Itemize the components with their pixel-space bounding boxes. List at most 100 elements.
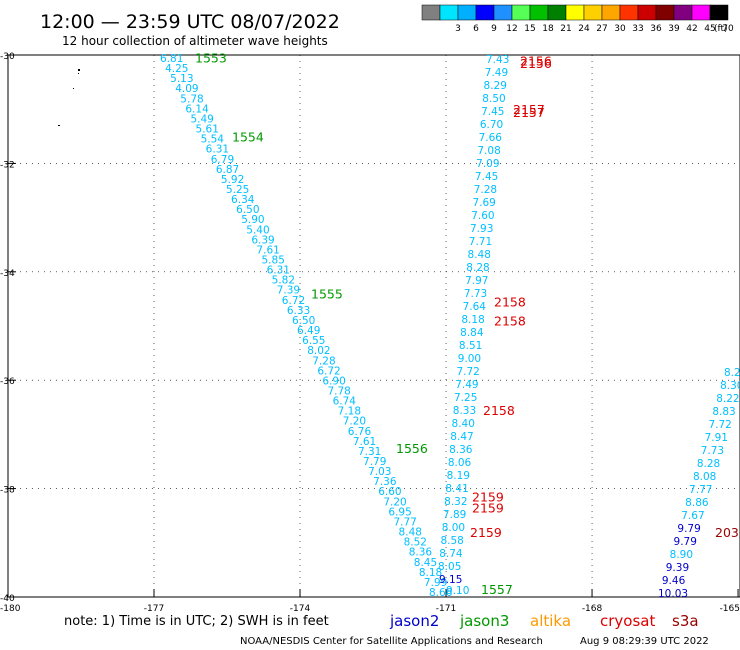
wave-height-value: 7.69 bbox=[472, 197, 495, 209]
wave-height-value: 8.47 bbox=[450, 431, 473, 443]
wave-height-value: 7.28 bbox=[474, 184, 497, 196]
wave-height-value: 8.84 bbox=[460, 327, 484, 339]
legend-swatch bbox=[421, 4, 441, 21]
wave-height-value: 7.78 bbox=[327, 385, 350, 397]
wave-height-value: 8.33 bbox=[453, 405, 476, 417]
wave-height-value: 6.31 bbox=[267, 265, 290, 277]
legend-label: 70 bbox=[722, 24, 734, 34]
wave-height-value: 7.79 bbox=[363, 456, 386, 468]
wave-height-value: 5.82 bbox=[272, 275, 295, 287]
legend-label: 45 bbox=[704, 24, 715, 34]
lat-label: -30 bbox=[0, 52, 15, 62]
satellite-legend-item: s3a bbox=[672, 612, 699, 630]
wave-height-value: 7.49 bbox=[485, 67, 508, 79]
wave-height-value: 8.29 bbox=[484, 80, 507, 92]
legend-swatch bbox=[709, 4, 729, 21]
wave-height-value: 8.20 bbox=[724, 367, 740, 379]
orbit-label: 2159 bbox=[470, 525, 502, 540]
wave-height-value: 8.28 bbox=[697, 458, 720, 470]
wave-height-value: 7.99 bbox=[424, 577, 447, 589]
wave-height-value: 9.10 bbox=[446, 585, 469, 597]
wave-height-value: 6.39 bbox=[251, 234, 274, 246]
legend-label: 24 bbox=[578, 24, 590, 34]
wave-height-value: 5.54 bbox=[201, 134, 225, 146]
lon-label: -180 bbox=[0, 604, 21, 614]
orbit-label: 203 bbox=[715, 525, 739, 540]
wave-height-value: 7.73 bbox=[464, 288, 487, 300]
wave-height-value: 8.50 bbox=[482, 93, 505, 105]
track-2031: 8.208.308.228.837.727.917.738.288.087.77… bbox=[658, 367, 740, 600]
lat-label: -32 bbox=[0, 160, 15, 170]
orbit-label: 2157 bbox=[513, 105, 545, 120]
legend-swatch bbox=[475, 4, 495, 21]
wave-height-value: 6.76 bbox=[348, 426, 372, 438]
footer-credit: NOAA/NESDIS Center for Satellite Applica… bbox=[240, 636, 543, 647]
satellite-legend: jason2 jason3 altika cryosat s3a bbox=[389, 612, 699, 630]
wave-height-value: 8.58 bbox=[440, 535, 463, 547]
wave-height-value: 8.36 bbox=[409, 547, 433, 559]
track-2156: 7.437.498.298.507.456.707.667.087.097.45… bbox=[438, 53, 552, 573]
wave-height-value: 7.61 bbox=[353, 436, 376, 448]
satellite-legend-item: cryosat bbox=[600, 612, 655, 630]
legend-unit: (ft) bbox=[714, 24, 728, 34]
wave-height-value: 8.74 bbox=[439, 548, 463, 560]
wave-height-value: 6.87 bbox=[216, 164, 239, 176]
orbit-label: 2156 bbox=[520, 56, 552, 71]
legend-label: 42 bbox=[686, 24, 697, 34]
wave-height-value: 6.55 bbox=[302, 335, 325, 347]
wave-height-value: 6.79 bbox=[211, 154, 234, 166]
orbit-label: 2157 bbox=[513, 102, 545, 117]
wave-height-value: 7.91 bbox=[705, 432, 728, 444]
lon-label: -177 bbox=[144, 604, 164, 614]
wave-height-value: 6.81 bbox=[160, 53, 183, 65]
wave-height-value: 7.73 bbox=[701, 445, 724, 457]
wave-height-value: 7.49 bbox=[455, 379, 478, 391]
wave-height-value: 5.85 bbox=[262, 255, 285, 267]
orbit-label: 1555 bbox=[311, 286, 343, 301]
satellite-legend-item: jason3 bbox=[459, 612, 509, 630]
legend-swatch bbox=[529, 4, 549, 21]
legend-swatch bbox=[601, 4, 621, 21]
wave-height-value: 7.45 bbox=[481, 106, 504, 118]
track-1557: 9.159.10 1557 bbox=[439, 574, 513, 597]
lon-label: -168 bbox=[582, 604, 603, 614]
wave-height-value: 7.60 bbox=[471, 210, 494, 222]
wave-height-value: 8.83 bbox=[712, 406, 735, 418]
orbit-label: 1557 bbox=[481, 582, 513, 597]
legend-swatch bbox=[547, 4, 567, 21]
legend-label: 12 bbox=[506, 24, 517, 34]
wave-height-value: 8.66 bbox=[429, 587, 453, 599]
wave-height-value: 7.93 bbox=[470, 223, 493, 235]
footer-note: note: 1) Time is in UTC; 2) SWH is in fe… bbox=[64, 614, 329, 629]
wave-height-value: 9.79 bbox=[674, 536, 697, 548]
wave-height-value: 8.36 bbox=[449, 444, 473, 456]
orbit-label: 2158 bbox=[494, 295, 526, 310]
wave-height-value: 7.77 bbox=[393, 516, 416, 528]
lat-label: -36 bbox=[0, 377, 15, 387]
orbit-label: 1554 bbox=[232, 129, 264, 144]
wave-height-value: 8.00 bbox=[442, 522, 465, 534]
wave-height-value: 6.50 bbox=[292, 315, 315, 327]
wave-height-value: 6.74 bbox=[333, 396, 357, 408]
legend-swatch bbox=[565, 4, 585, 21]
wave-height-value: 6.95 bbox=[388, 506, 411, 518]
wave-height-value: 8.51 bbox=[459, 340, 482, 352]
wave-height-value: 4.25 bbox=[165, 63, 188, 75]
wave-height-value: 7.31 bbox=[358, 446, 381, 458]
legend-label: 6 bbox=[473, 24, 479, 34]
lon-label: -165 bbox=[720, 604, 740, 614]
wave-height-value: 7.28 bbox=[312, 355, 335, 367]
legend-swatch bbox=[673, 4, 693, 21]
lon-label: -171 bbox=[436, 604, 456, 614]
page-subtitle: 12 hour collection of altimeter wave hei… bbox=[62, 34, 328, 48]
wave-height-value: 5.90 bbox=[241, 214, 264, 226]
legend-label: 21 bbox=[560, 24, 571, 34]
wave-height-value: 8.41 bbox=[445, 483, 468, 495]
orbit-label: 2156 bbox=[520, 53, 552, 68]
wave-height-value: 8.32 bbox=[444, 496, 467, 508]
wave-height-value: 6.14 bbox=[185, 103, 209, 115]
wave-height-value: 8.90 bbox=[670, 549, 693, 561]
legend-label: 18 bbox=[542, 24, 554, 34]
wave-height-value: 8.48 bbox=[399, 527, 422, 539]
